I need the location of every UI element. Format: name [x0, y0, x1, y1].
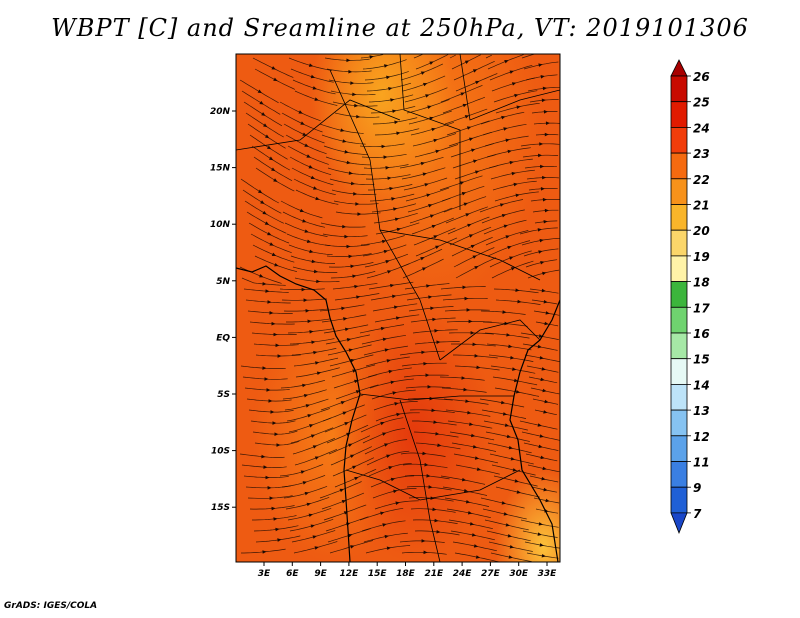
grads-credit: GrADS: IGES/COLA [4, 601, 98, 611]
colorbar-label: 12 [693, 430, 710, 444]
colorbar-label: 18 [693, 276, 710, 290]
colorbar-swatch [670, 204, 688, 231]
colorbar-label: 20 [693, 224, 710, 238]
colorbar-label: 13 [693, 404, 710, 418]
colorbar-label: 15 [693, 353, 710, 367]
colorbar-label: 7 [693, 507, 702, 521]
colorbar-swatch [670, 229, 688, 257]
colorbar-swatch [670, 101, 688, 128]
lat-tick-label: 10N [210, 220, 231, 230]
colorbar-swatch [670, 358, 688, 385]
lon-axis: 3E 6E 9E 12E 15E 18E 21E 24E 27E 30E 33E [258, 562, 557, 579]
map-plot-area: 3E 6E 9E 12E 15E 18E 21E 24E 27E 30E 33E 20N 15N 10N… [210, 53, 561, 579]
colorbar-label: 17 [693, 301, 710, 315]
lon-tick-label: 12E [340, 569, 360, 579]
lat-tick-label: 15S [211, 503, 230, 513]
colorbar-swatch [670, 461, 688, 488]
lon-tick-label: 24E [453, 569, 473, 579]
lat-tick-label: 10S [211, 447, 230, 457]
colorbar-swatch [670, 486, 688, 514]
colorbar-swatch [670, 127, 688, 154]
colorbar-swatch [670, 281, 688, 308]
lon-tick-label: 6E [286, 569, 299, 579]
colorbar-swatch [670, 383, 688, 411]
lat-tick-label: 5N [216, 277, 230, 287]
colorbar-swatch [670, 255, 688, 282]
lat-tick-label: EQ [216, 333, 230, 343]
lon-tick-label: 18E [396, 569, 416, 579]
lon-tick-label: 3E [258, 569, 271, 579]
lon-tick-label: 9E [314, 569, 327, 579]
country-borders [236, 54, 560, 562]
lon-tick-label: 27E [481, 569, 501, 579]
colorbar-swatch [670, 75, 688, 103]
colorbar-label: 26 [693, 70, 710, 84]
colorbar-label: 11 [693, 456, 710, 470]
lat-tick-label: 5S [217, 390, 230, 400]
lon-tick-label: 21E [424, 569, 444, 579]
colorbar-label: 16 [693, 327, 710, 341]
colorbar-label: 23 [693, 147, 710, 161]
lat-axis: 20N 15N 10N 5N EQ 5S 10S 15S [210, 107, 236, 513]
colorbar-label: 9 [693, 481, 701, 495]
colorbar-swatch [670, 435, 688, 462]
colorbar-label: 21 [693, 199, 710, 213]
colorbar-label: 24 [693, 121, 710, 135]
colorbar-swatch [670, 152, 688, 180]
lat-tick-label: 20N [210, 107, 231, 117]
lon-tick-label: 33E [538, 569, 558, 579]
lat-tick-label: 15N [210, 164, 231, 174]
colorbar-label: 25 [693, 96, 710, 110]
colorbar-label: 14 [693, 378, 710, 392]
colorbar: 26 25 24 23 22 21 20 19 18 17 16 15 14 13 12 11 9 7 [670, 59, 710, 534]
chart-title: WBPT [C] and Sreamline at 250hPa, VT: 20… [51, 14, 749, 42]
lon-tick-label: 15E [368, 569, 388, 579]
colorbar-swatch [670, 178, 688, 205]
colorbar-swatch [670, 332, 688, 360]
colorbar-label: 19 [693, 250, 710, 264]
colorbar-swatch [670, 409, 688, 437]
colorbar-swatch [670, 306, 688, 334]
colorbar-label: 22 [693, 173, 710, 187]
streamlines [239, 54, 560, 562]
lon-tick-label: 30E [509, 569, 529, 579]
